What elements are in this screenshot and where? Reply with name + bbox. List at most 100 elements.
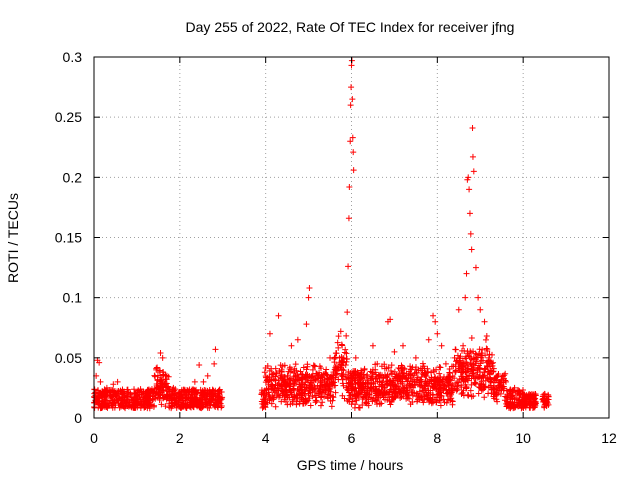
roti-point [194, 397, 201, 404]
y-tick-label: 0 [74, 410, 82, 426]
roti-point [340, 355, 347, 362]
roti-point [160, 394, 167, 401]
roti-point [397, 380, 404, 387]
roti-point [543, 396, 550, 403]
roti-point [396, 385, 403, 392]
roti-point [358, 370, 365, 377]
roti-point [317, 365, 324, 372]
roti-point [340, 367, 347, 374]
roti-point [150, 403, 157, 410]
roti-point [107, 392, 114, 399]
roti-point [423, 373, 430, 380]
roti-point [451, 354, 458, 361]
roti-point [307, 402, 314, 409]
roti-point [99, 388, 106, 395]
roti-point [173, 392, 180, 399]
roti-point [342, 346, 349, 353]
roti-point [377, 371, 384, 378]
roti-point [338, 370, 345, 377]
y-tick-label: 0.05 [55, 350, 82, 366]
roti-point [526, 404, 533, 411]
roti-point [424, 383, 431, 390]
roti-point [443, 399, 450, 406]
roti-point [290, 381, 297, 388]
roti-point [163, 386, 170, 393]
roti-point [268, 383, 275, 390]
roti-point [433, 394, 440, 401]
roti-point [490, 359, 497, 366]
roti-point [110, 381, 117, 388]
roti-point [495, 382, 502, 389]
roti-point [468, 335, 475, 342]
roti-point [210, 393, 217, 400]
roti-point [475, 390, 482, 397]
roti-point [472, 264, 479, 271]
grid [94, 57, 609, 418]
roti-point [460, 392, 467, 399]
roti-point [300, 364, 307, 371]
roti-point [484, 348, 491, 355]
roti-point [317, 402, 324, 409]
roti-point [333, 371, 340, 378]
roti-point [515, 387, 522, 394]
y-tick-label: 0.3 [63, 49, 83, 65]
roti-point [114, 378, 121, 385]
roti-point [293, 401, 300, 408]
roti-point [183, 404, 190, 411]
roti-point [409, 378, 416, 385]
roti-point [350, 149, 357, 156]
roti-point [152, 373, 159, 380]
roti-point [124, 386, 131, 393]
roti-point [275, 377, 282, 384]
roti-point [306, 395, 313, 402]
roti-point [317, 386, 324, 393]
roti-point [483, 345, 490, 352]
roti-point [345, 383, 352, 390]
roti-point [494, 398, 501, 405]
roti-point [324, 394, 331, 401]
roti-point [367, 394, 374, 401]
roti-point [144, 395, 151, 402]
roti-point [518, 405, 525, 412]
roti-point [180, 397, 187, 404]
roti-point [160, 369, 167, 376]
roti-point [455, 306, 462, 313]
roti-point [176, 403, 183, 410]
roti-point [279, 375, 286, 382]
roti-point [286, 376, 293, 383]
roti-point [418, 374, 425, 380]
roti-point [133, 393, 140, 400]
roti-point [288, 342, 295, 349]
roti-point [292, 361, 299, 368]
roti-point [359, 402, 366, 409]
roti-point [352, 395, 359, 402]
roti-point [437, 402, 444, 409]
roti-point [345, 375, 352, 382]
roti-point [281, 393, 288, 400]
roti-point [416, 377, 423, 384]
chart-title: Day 255 of 2022, Rate Of TEC Index for r… [186, 19, 515, 35]
roti-point [397, 395, 404, 402]
roti-point [170, 384, 177, 391]
roti-point [420, 399, 427, 406]
roti-point [541, 404, 548, 411]
roti-point [520, 390, 527, 397]
roti-point [309, 381, 316, 388]
roti-point [410, 384, 417, 391]
roti-point [298, 371, 305, 378]
roti-point [97, 405, 104, 412]
roti-point [316, 369, 323, 376]
roti-point [421, 385, 428, 392]
roti-point [434, 375, 441, 382]
roti-point [348, 387, 355, 394]
roti-point [330, 394, 337, 401]
roti-point [459, 389, 466, 396]
roti-point [376, 374, 383, 381]
roti-point [390, 386, 397, 393]
roti-point [437, 397, 444, 404]
roti-point [423, 389, 430, 396]
roti-point [428, 376, 435, 383]
roti-point [471, 374, 478, 381]
roti-point [438, 392, 445, 399]
roti-point [275, 312, 282, 319]
